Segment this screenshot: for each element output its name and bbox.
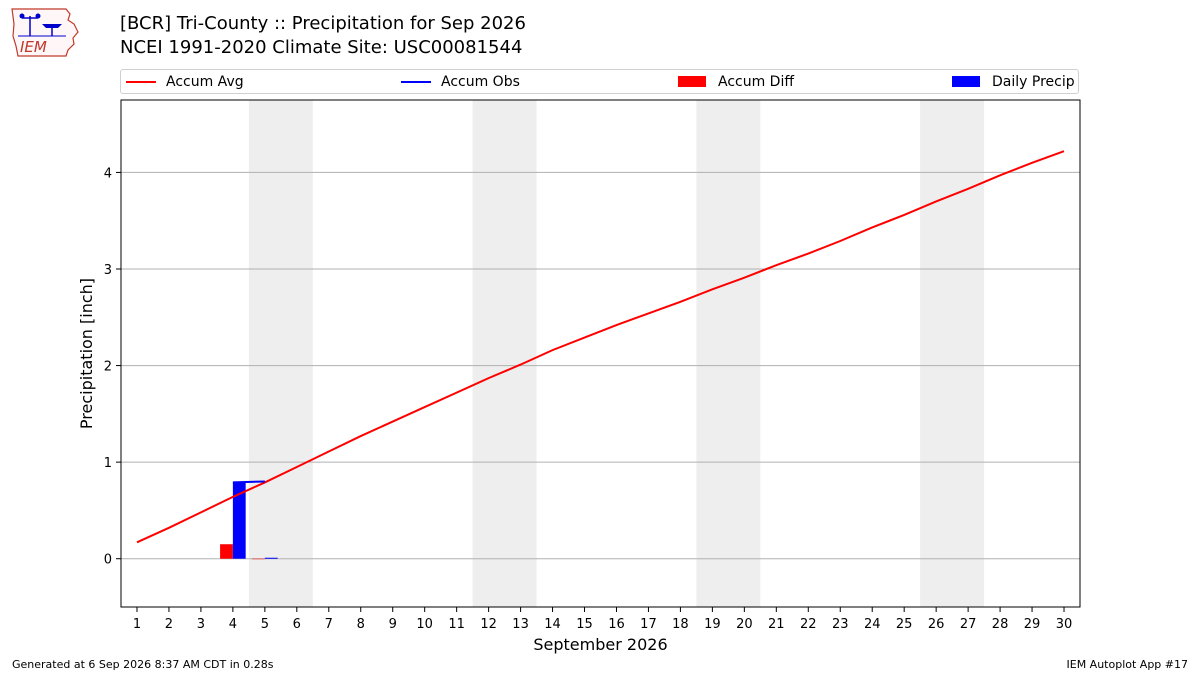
y-tick-label-4: 4: [104, 166, 112, 181]
x-tick-label-23: 23: [832, 617, 849, 632]
chart-subtitle: NCEI 1991-2020 Climate Site: USC00081544: [120, 37, 523, 58]
x-tick-label-20: 20: [736, 617, 753, 632]
x-tick-label-22: 22: [800, 617, 817, 632]
x-tick-label-21: 21: [768, 617, 785, 632]
x-tick-label-6: 6: [293, 617, 301, 632]
legend-swatch-accum-diff: [678, 76, 706, 87]
accum-avg-line: [136, 150, 1065, 544]
plot-frame: [120, 99, 1081, 608]
chart-title: [BCR] Tri-County :: Precipitation for Se…: [120, 13, 526, 34]
x-tick-label-11: 11: [448, 617, 465, 632]
logo-text: IEM: [20, 38, 47, 56]
x-tick-label-9: 9: [389, 617, 397, 632]
x-tick-label-15: 15: [576, 617, 593, 632]
legend-swatch-daily-precip: [952, 76, 980, 87]
daily-precip-bar-4: [232, 482, 246, 559]
weekend-band-1: [472, 100, 537, 607]
x-tick-label-2: 2: [165, 617, 173, 632]
legend-label-accum-diff: Accum Diff: [718, 74, 795, 90]
y-tick-label-0: 0: [104, 553, 112, 568]
y-tick-label-1: 1: [104, 456, 112, 471]
y-gridlines: [121, 171, 1080, 560]
chart-legend: Accum Avg Accum Obs Accum Diff Daily Pre…: [120, 69, 1079, 94]
legend-label-daily-precip: Daily Precip: [992, 74, 1075, 90]
x-tick-label-8: 8: [357, 617, 365, 632]
x-tick-label-13: 13: [512, 617, 529, 632]
x-tick-label-30: 30: [1056, 617, 1073, 632]
x-tick-label-24: 24: [864, 617, 881, 632]
x-tick-label-27: 27: [960, 617, 977, 632]
x-axis-label: September 2026: [533, 635, 667, 654]
x-tick-label-17: 17: [640, 617, 657, 632]
x-tick-label-1: 1: [133, 617, 141, 632]
y-axis-label: Precipitation [inch]: [77, 278, 96, 429]
x-tick-label-14: 14: [544, 617, 561, 632]
x-tick-label-19: 19: [704, 617, 721, 632]
y-tick-label-3: 3: [104, 263, 112, 278]
x-tick-label-12: 12: [480, 617, 497, 632]
app-credit: IEM Autoplot App #17: [1066, 658, 1189, 671]
legend-swatch-accum-obs: [401, 81, 431, 83]
x-tick-label-16: 16: [608, 617, 625, 632]
weekend-band-2: [696, 100, 761, 607]
x-tick-label-28: 28: [992, 617, 1009, 632]
x-tick-label-3: 3: [197, 617, 205, 632]
y-tick-label-2: 2: [104, 360, 112, 375]
iowa-state-outline-weather-station-icon: IEM: [11, 8, 79, 57]
accum-diff-bar-4: [220, 544, 233, 559]
x-tick-label-29: 29: [1024, 617, 1041, 632]
daily-precip-bar-5: [264, 557, 278, 559]
x-tick-label-7: 7: [325, 617, 333, 632]
line-series: [136, 150, 1065, 544]
accum-diff-bar-5: [252, 558, 265, 560]
accum-obs-line: [232, 480, 265, 484]
x-tick-label-5: 5: [261, 617, 269, 632]
x-tick-label-4: 4: [229, 617, 237, 632]
legend-swatch-accum-avg: [126, 81, 156, 83]
legend-label-accum-avg: Accum Avg: [166, 74, 244, 90]
weekend-band-3: [920, 100, 985, 607]
x-tick-label-25: 25: [896, 617, 913, 632]
generated-timestamp: Generated at 6 Sep 2026 8:37 AM CDT in 0…: [12, 658, 274, 671]
iem-logo: IEM: [8, 6, 82, 58]
bar-series: [220, 482, 278, 560]
x-tick-label-26: 26: [928, 617, 945, 632]
weekend-band-0: [248, 100, 313, 607]
weekend-shading: [248, 100, 985, 607]
legend-label-accum-obs: Accum Obs: [441, 74, 520, 90]
x-tick-label-18: 18: [672, 617, 689, 632]
x-tick-label-10: 10: [416, 617, 433, 632]
